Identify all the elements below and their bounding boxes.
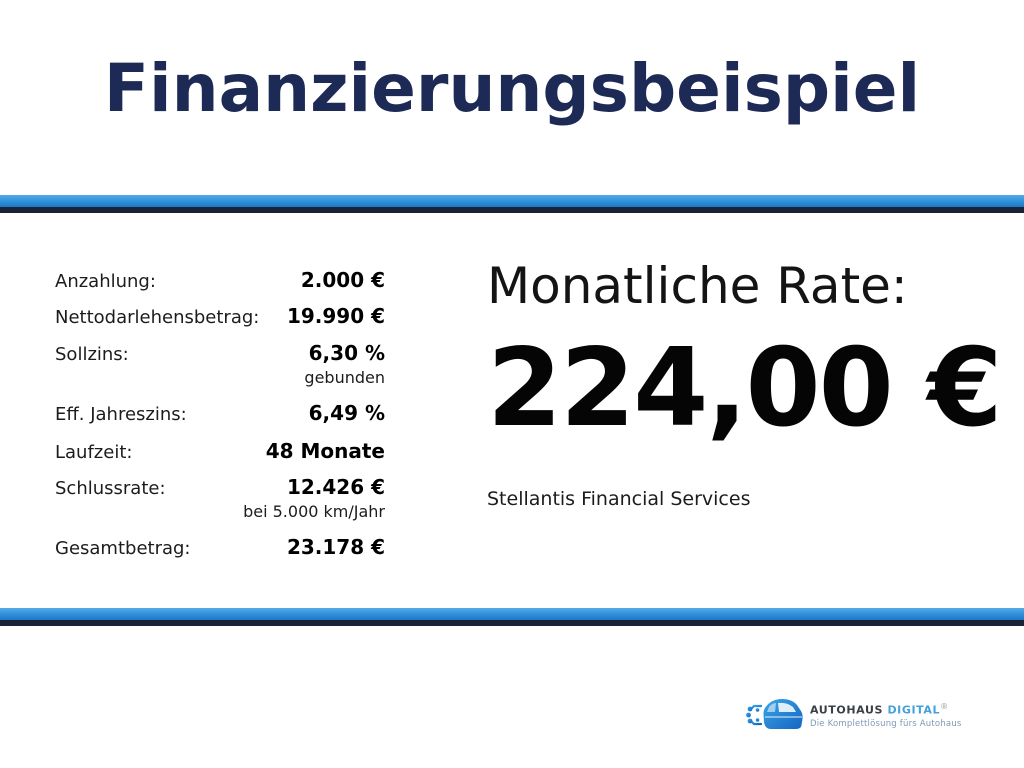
finance-row: Eff. Jahreszins: 6,49 %: [55, 401, 385, 427]
finance-row: Laufzeit: 48 Monate: [55, 439, 385, 465]
finance-row-label: Sollzins:: [55, 344, 129, 365]
finance-row-label: Anzahlung:: [55, 271, 156, 292]
logo-name-digital: DIGITAL: [887, 703, 941, 717]
finance-row-main: Nettodarlehensbetrag: 19.990 €: [55, 304, 385, 330]
logo-text: AUTOHAUS DIGITAL® Die Komplettlösung für…: [810, 702, 962, 729]
finance-row-main: Anzahlung: 2.000 €: [55, 268, 385, 294]
finance-row-label: Laufzeit:: [55, 442, 133, 463]
finance-row-label: Eff. Jahreszins:: [55, 404, 187, 425]
finance-row: Anzahlung: 2.000 €: [55, 268, 385, 294]
finance-row-main: Laufzeit: 48 Monate: [55, 439, 385, 465]
footer-logo: AUTOHAUS DIGITAL® Die Komplettlösung für…: [745, 695, 962, 736]
finance-row-note: gebunden: [304, 367, 385, 387]
finance-row-main: Eff. Jahreszins: 6,49 %: [55, 401, 385, 427]
finance-row-main: Schlussrate: 12.426 €: [55, 475, 385, 501]
finance-row-value: 19.990 €: [286, 304, 385, 328]
monthly-rate-heading: Monatliche Rate:: [487, 257, 908, 315]
finance-row-value: 6,49 %: [308, 401, 385, 425]
finance-row-main: Gesamtbetrag: 23.178 €: [55, 535, 385, 561]
finance-row: Sollzins: 6,30 % gebunden: [55, 341, 385, 388]
page-title: Finanzierungsbeispiel: [103, 50, 921, 127]
top-divider: [0, 195, 1024, 213]
divider-blue-bar: [0, 608, 1024, 620]
finance-row-value: 2.000 €: [300, 268, 385, 292]
finance-row-label: Gesamtbetrag:: [55, 538, 191, 559]
divider-blue-bar: [0, 195, 1024, 207]
finance-row-value: 12.426 €: [286, 475, 385, 499]
divider-navy-bar: [0, 207, 1024, 213]
finance-row: Nettodarlehensbetrag: 19.990 €: [55, 304, 385, 330]
finance-table: Anzahlung: 2.000 € Nettodarlehensbetrag:…: [55, 0, 385, 600]
logo-tagline: Die Komplettlösung fürs Autohaus: [810, 718, 962, 729]
finance-row-value: 6,30 %: [308, 341, 385, 365]
finance-row-note: bei 5.000 km/Jahr: [243, 501, 385, 521]
finance-row-label: Schlussrate:: [55, 478, 166, 499]
monthly-rate-block: Monatliche Rate: 224,00 € Stellantis Fin…: [487, 0, 1024, 600]
finance-row: Schlussrate: 12.426 € bei 5.000 km/Jahr: [55, 475, 385, 522]
finance-row-value: 48 Monate: [265, 439, 385, 463]
logo-name-autohaus: AUTOHAUS: [810, 703, 883, 717]
finance-row-main: Sollzins: 6,30 %: [55, 341, 385, 367]
logo-name: AUTOHAUS DIGITAL®: [810, 702, 962, 718]
divider-navy-bar: [0, 620, 1024, 626]
bottom-divider: [0, 608, 1024, 626]
car-circuit-icon: [746, 699, 803, 729]
finance-row-label: Nettodarlehensbetrag:: [55, 307, 260, 328]
registered-mark: ®: [940, 702, 949, 712]
finance-row-value: 23.178 €: [286, 535, 385, 559]
monthly-rate-amount: 224,00 €: [487, 326, 1003, 451]
finance-row: Gesamtbetrag: 23.178 €: [55, 535, 385, 561]
finance-provider: Stellantis Financial Services: [487, 488, 751, 510]
